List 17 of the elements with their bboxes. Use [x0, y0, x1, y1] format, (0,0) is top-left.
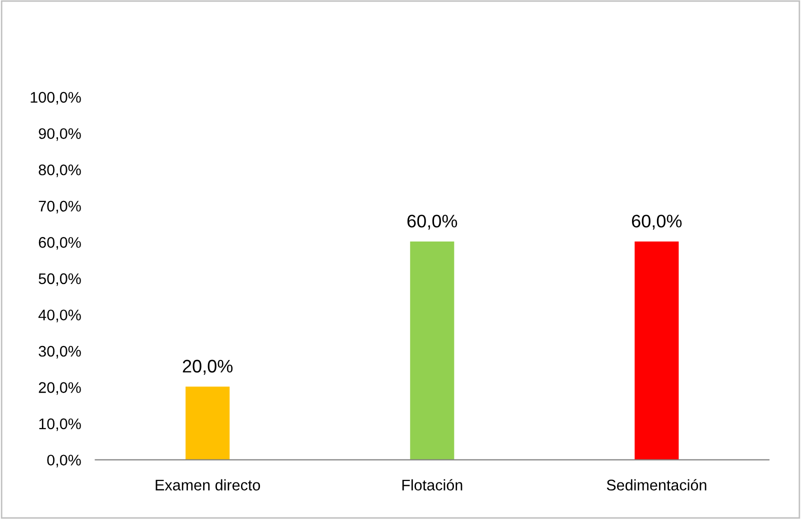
- x-tick-label: Examen directo: [156, 479, 260, 490]
- y-tick-label: 90,0%: [38, 128, 81, 141]
- y-tick-label: 80,0%: [38, 164, 81, 178]
- y-tick-label: 0,0%: [47, 454, 81, 468]
- y-tick-label: 70,0%: [38, 200, 81, 214]
- x-tick-label: Flotación: [402, 479, 462, 490]
- data-label: 20,0%: [182, 360, 233, 375]
- y-tick-label: 50,0%: [38, 273, 81, 286]
- data-label: 60,0%: [632, 214, 682, 230]
- y-tick-label: 40,0%: [38, 310, 81, 322]
- y-tick-label: 60,0%: [38, 237, 81, 250]
- data-label: 60,0%: [407, 214, 458, 230]
- x-tick-label: Sedimentación: [606, 479, 706, 490]
- y-tick-label: 100,0%: [30, 92, 81, 105]
- y-tick-label: 30,0%: [38, 346, 81, 358]
- y-tick-label: 10,0%: [39, 418, 81, 432]
- y-tick-label: 20,0%: [38, 382, 81, 395]
